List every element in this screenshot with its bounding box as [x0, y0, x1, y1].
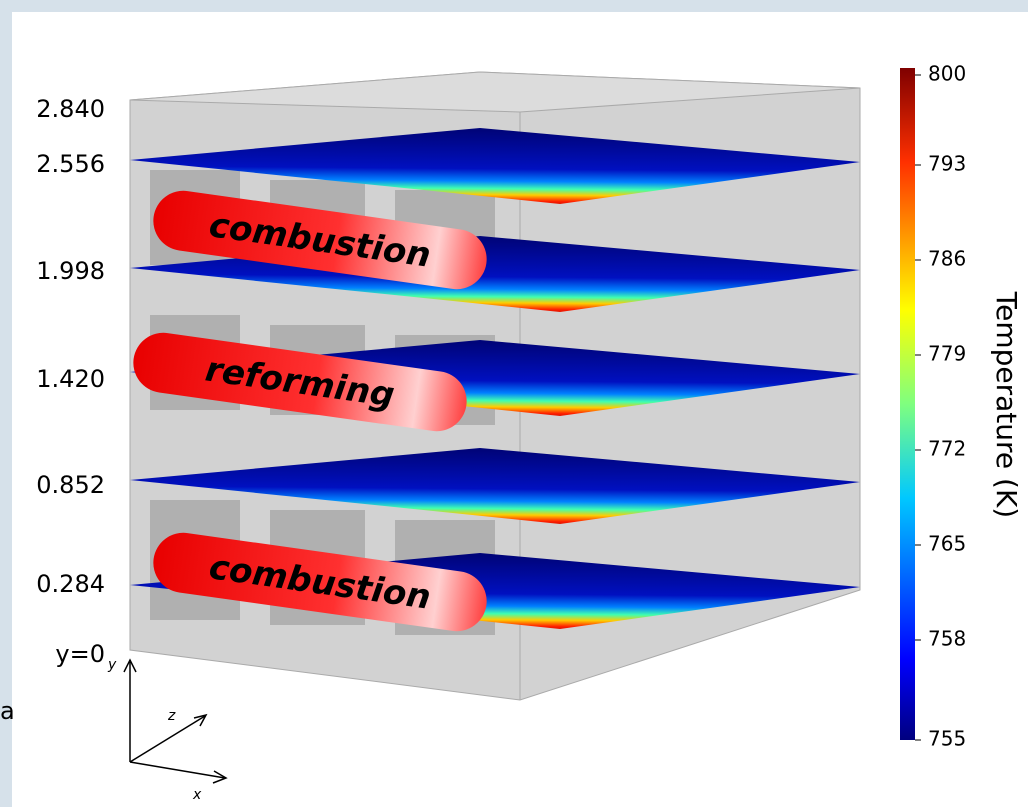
colorbar-title: Temperature (K) — [990, 291, 1023, 518]
colorbar-tick-label: 755 — [928, 727, 966, 751]
level-label: 0.852 — [36, 471, 105, 499]
level-label: 0.284 — [36, 570, 105, 598]
colorbar-tick-label: 779 — [928, 342, 966, 366]
figure: 2.8402.5561.9981.4200.8520.284combustion… — [0, 0, 1028, 807]
level-label: 2.840 — [36, 95, 105, 123]
colorbar-tick-label: 786 — [928, 247, 966, 271]
colorbar-tick-label: 800 — [928, 62, 966, 86]
origin-label: y=0 — [55, 640, 105, 668]
colorbar-tick-label: 772 — [928, 437, 966, 461]
axis-label: y — [107, 657, 117, 673]
axis-label: x — [192, 787, 202, 803]
colorbar — [900, 68, 915, 740]
colorbar-tick-label: 765 — [928, 532, 966, 556]
stray-text: a — [0, 697, 15, 725]
level-label: 1.420 — [36, 365, 105, 393]
level-label: 1.998 — [36, 257, 105, 285]
level-label: 2.556 — [36, 150, 105, 178]
axis-label: z — [167, 708, 176, 724]
colorbar-tick-label: 793 — [928, 152, 966, 176]
colorbar-tick-label: 758 — [928, 627, 966, 651]
